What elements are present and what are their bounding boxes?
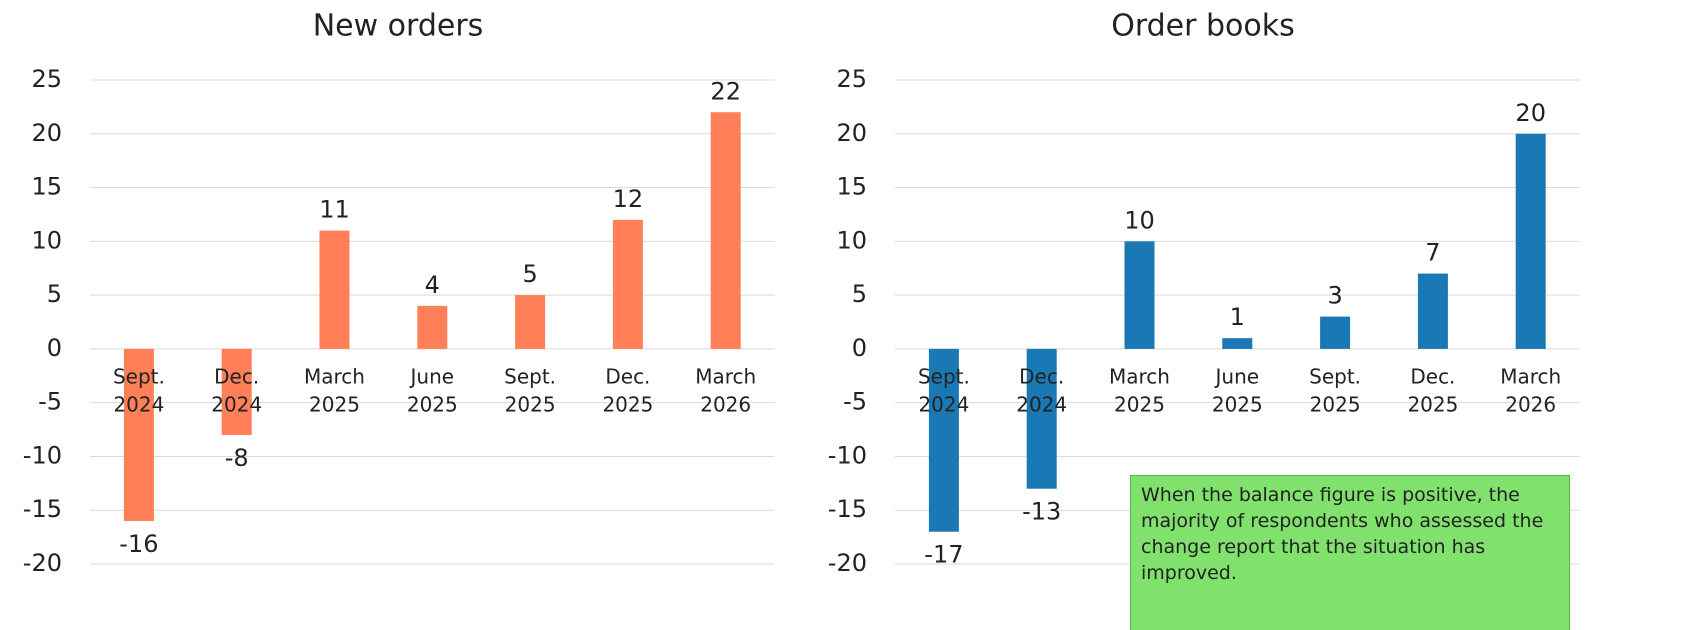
- x-tick-label: 2025: [1407, 393, 1458, 417]
- x-tick-label: 2025: [1114, 393, 1165, 417]
- annotation: When the balance figure is positive, the…: [1130, 475, 1570, 630]
- x-tick-label: March: [1109, 365, 1170, 389]
- x-tick-label: 2025: [1212, 393, 1263, 417]
- x-tick-label: 2026: [1505, 393, 1556, 417]
- x-tick-label: Sept.: [504, 365, 556, 389]
- x-tick-label: Dec.: [214, 365, 259, 389]
- bar: [319, 230, 350, 349]
- bar: [612, 219, 643, 349]
- data-label: -16: [119, 530, 158, 558]
- data-label: -17: [924, 541, 963, 569]
- y-tick-label: -10: [828, 441, 867, 469]
- data-label: 7: [1425, 239, 1440, 267]
- x-tick-label: June: [1214, 365, 1260, 389]
- y-tick-label: 0: [852, 334, 867, 362]
- y-tick-label: 20: [836, 119, 867, 147]
- bar: [1124, 241, 1155, 349]
- x-tick-label: 2025: [1310, 393, 1361, 417]
- y-tick-label: -5: [38, 388, 62, 416]
- x-tick-label: Dec.: [605, 365, 650, 389]
- bar: [123, 348, 154, 521]
- x-tick-label: 2025: [309, 393, 360, 417]
- x-tick-label: June: [409, 365, 455, 389]
- data-label: 4: [425, 271, 440, 299]
- bar: [710, 112, 741, 349]
- chart-title: Order books: [1111, 9, 1295, 44]
- bar: [928, 348, 959, 532]
- y-tick-label: -15: [828, 495, 867, 523]
- y-tick-label: 25: [836, 65, 867, 93]
- y-tick-label: -10: [23, 441, 62, 469]
- x-tick-label: 2025: [505, 393, 556, 417]
- y-tick-label: 20: [31, 119, 62, 147]
- x-tick-label: Sept.: [1309, 365, 1361, 389]
- data-label: 11: [319, 196, 350, 224]
- data-label: 20: [1515, 99, 1546, 127]
- y-tick-label: 10: [31, 226, 62, 254]
- bar: [1417, 273, 1448, 349]
- data-label: 1: [1230, 303, 1245, 331]
- bar: [1320, 316, 1351, 349]
- x-tick-label: Sept.: [113, 365, 165, 389]
- data-label: 22: [710, 77, 741, 105]
- x-tick-label: Dec.: [1019, 365, 1064, 389]
- y-tick-label: 10: [836, 226, 867, 254]
- data-label: 12: [613, 185, 644, 213]
- y-tick-label: -15: [23, 495, 62, 523]
- y-tick-label: 15: [836, 173, 867, 201]
- data-label: 10: [1124, 206, 1155, 234]
- y-tick-label: 5: [47, 280, 62, 308]
- bar: [1222, 338, 1253, 349]
- x-tick-label: 2024: [918, 393, 969, 417]
- bar: [1515, 133, 1546, 349]
- data-label: 3: [1327, 282, 1342, 310]
- x-tick-label: March: [304, 365, 365, 389]
- bar: [417, 305, 448, 349]
- x-tick-label: 2026: [700, 393, 751, 417]
- y-tick-label: 0: [47, 334, 62, 362]
- x-tick-label: Sept.: [918, 365, 970, 389]
- data-label: 5: [522, 260, 537, 288]
- bar: [515, 295, 546, 349]
- data-label: -8: [225, 444, 249, 472]
- x-tick-label: Dec.: [1410, 365, 1455, 389]
- x-tick-label: 2024: [211, 393, 262, 417]
- x-tick-label: March: [695, 365, 756, 389]
- y-tick-label: -20: [828, 549, 867, 577]
- data-label: -13: [1022, 498, 1061, 526]
- y-tick-label: -5: [843, 388, 867, 416]
- y-tick-label: 5: [852, 280, 867, 308]
- x-tick-label: 2025: [602, 393, 653, 417]
- chart-title: New orders: [313, 9, 484, 44]
- y-tick-label: 15: [31, 173, 62, 201]
- y-tick-label: 25: [31, 65, 62, 93]
- x-tick-label: March: [1500, 365, 1561, 389]
- bar: [221, 348, 252, 435]
- bar: [1026, 348, 1057, 489]
- annotation-box: When the balance figure is positive, the…: [1130, 475, 1570, 630]
- x-tick-label: 2024: [1016, 393, 1067, 417]
- x-tick-label: 2025: [407, 393, 458, 417]
- x-tick-label: 2024: [113, 393, 164, 417]
- y-tick-label: -20: [23, 549, 62, 577]
